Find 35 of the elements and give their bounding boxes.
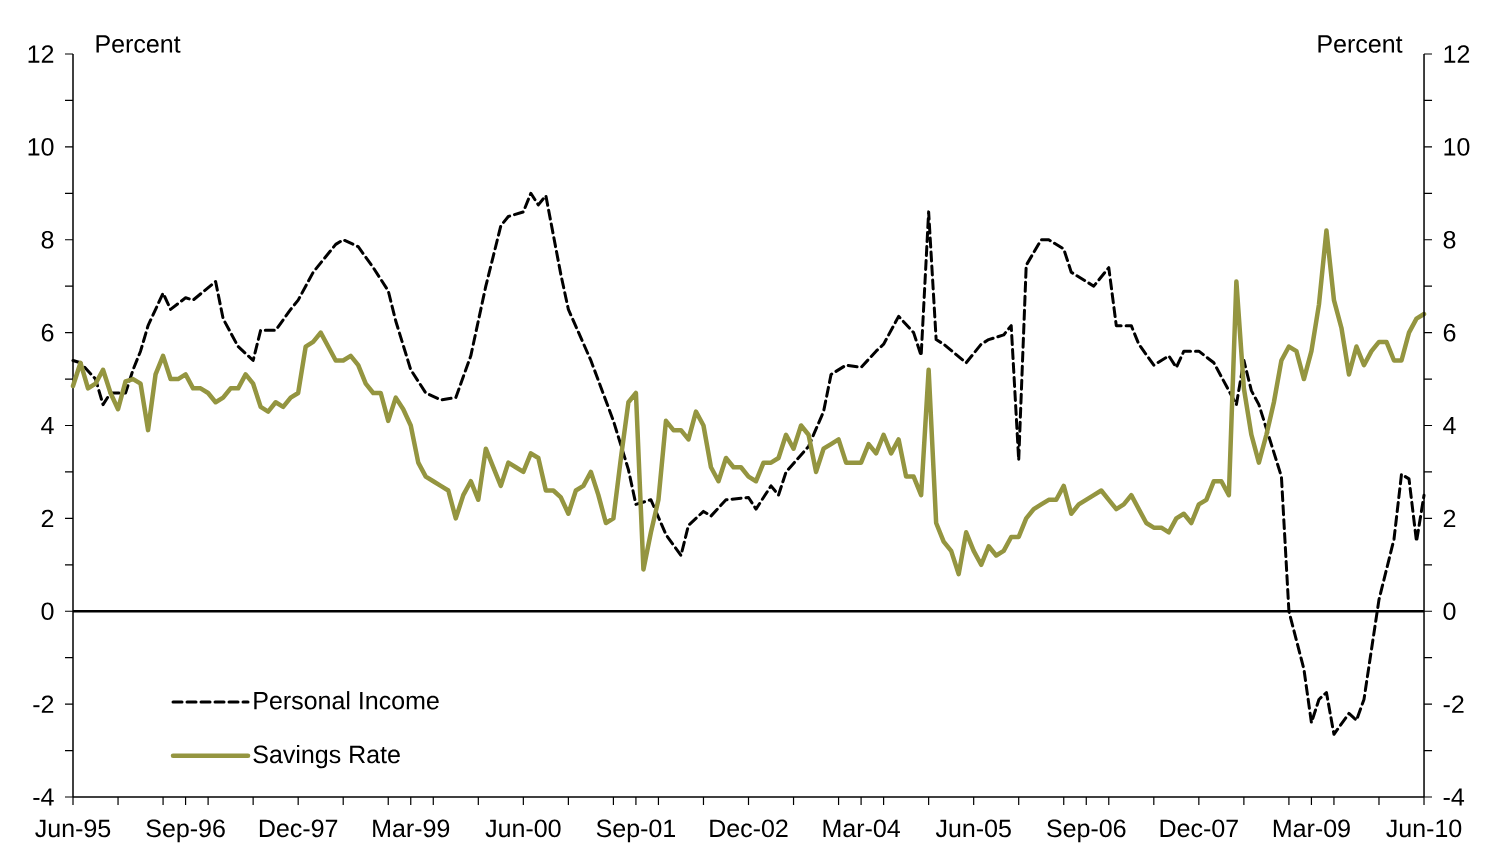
y2-tick-label: 8: [1443, 230, 1456, 249]
x-tick-label: Dec-97: [259, 819, 338, 838]
y2-tick-label: 10: [1444, 138, 1470, 156]
y-axis-title: Percent: [96, 35, 181, 53]
x-tick-label: Jun-10: [1386, 819, 1462, 838]
y-tick-label: 10: [28, 138, 54, 156]
x-tick-label: Sep-06: [1047, 819, 1126, 843]
legend-label: Personal Income: [254, 691, 439, 710]
y-tick-label: 4: [41, 416, 54, 435]
y-tick-label: 2: [41, 509, 54, 528]
y2-tick-label: 2: [1443, 509, 1456, 528]
x-tick-label: Dec-07: [1160, 819, 1238, 838]
y2-tick-label: 12: [1444, 45, 1470, 63]
y-tick-label: 8: [41, 230, 54, 249]
x-tick-label: Sep-96: [146, 819, 225, 843]
y2-tick-label: -4: [1443, 788, 1465, 806]
x-tick-label: Jun-00: [485, 819, 561, 838]
x-tick-label: Mar-99: [373, 819, 450, 838]
y-tick-label: 12: [28, 45, 54, 63]
x-tick-label: Mar-04: [823, 819, 900, 838]
x-tick-label: Dec-02: [710, 819, 788, 838]
x-tick-label: Jun-95: [35, 819, 111, 838]
y-tick-label: 0: [41, 602, 54, 621]
x-tick-label: Sep-01: [596, 819, 675, 843]
x-tick-label: Mar-09: [1273, 819, 1350, 838]
x-tick-label: Jun-05: [935, 819, 1011, 838]
y2-tick-label: 6: [1443, 323, 1456, 342]
y-tick-label: -2: [33, 695, 54, 713]
y2-tick-label: -2: [1443, 695, 1464, 713]
y2-axis-title: Percent: [1318, 35, 1403, 53]
legend-label: Savings Rate: [253, 744, 400, 769]
y-tick-label: 6: [41, 323, 54, 342]
y-tick-label: -4: [33, 788, 54, 806]
y2-tick-label: 4: [1443, 416, 1456, 435]
y2-tick-label: 0: [1443, 602, 1456, 621]
